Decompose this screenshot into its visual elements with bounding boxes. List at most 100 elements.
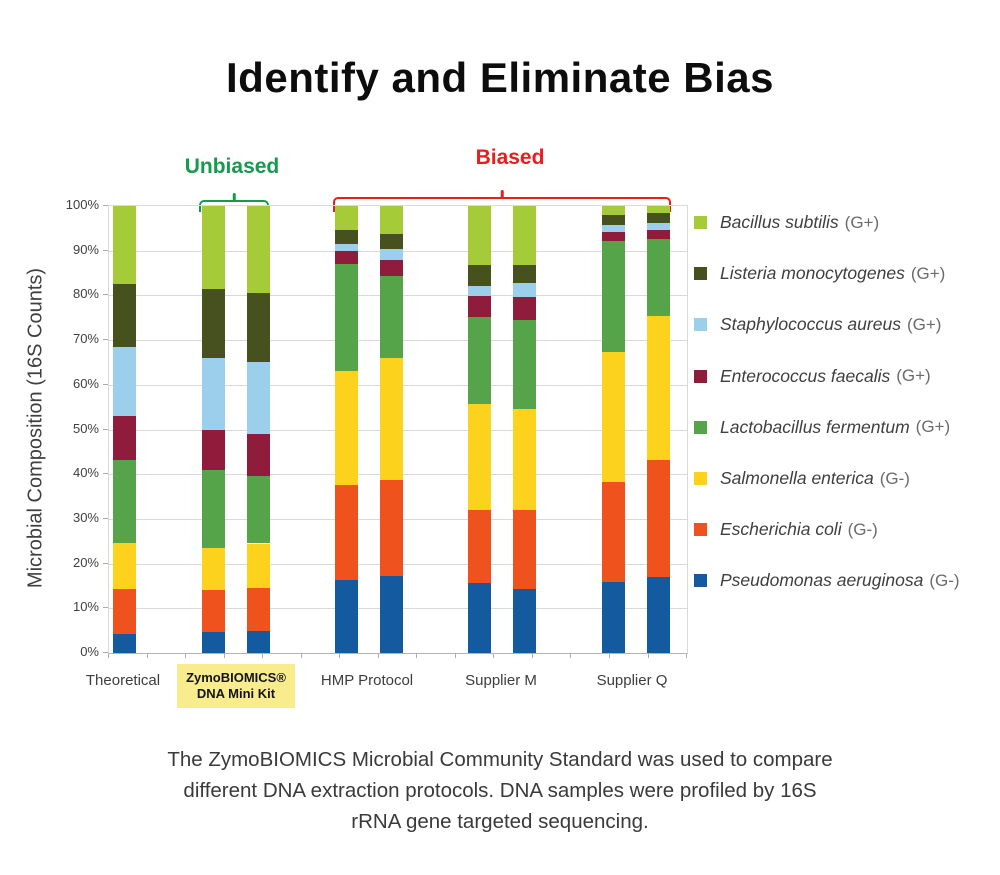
- x-tick-mark: [647, 654, 649, 658]
- y-tick-label: 90%: [72, 241, 99, 257]
- segment-pseudomonas-aeruginosa: [513, 588, 536, 653]
- bar-zymobiomics-2: [247, 206, 270, 653]
- x-tick-mark: [531, 654, 533, 658]
- legend-species-name: Escherichia coli: [720, 519, 842, 540]
- legend-swatch-enterococcus-faecalis: [694, 369, 707, 383]
- x-axis-label-line: HMP Protocol: [320, 672, 414, 689]
- segment-listeria-monocytogenes: [380, 233, 403, 250]
- segment-salmonella-enterica: [335, 371, 358, 485]
- bar-theoretical: [113, 206, 136, 653]
- legend-gram-label: (G+): [844, 212, 880, 232]
- segment-escherichia-coli: [647, 460, 670, 578]
- x-tick-mark: [300, 654, 302, 658]
- bar-supplier-q-2: [647, 206, 670, 653]
- biased-label: Biased: [475, 146, 545, 169]
- bar-zymobiomics-1: [202, 206, 225, 653]
- segment-lactobacillus-fermentum: [513, 320, 536, 410]
- legend-species-name: Listeria monocytogenes: [720, 263, 905, 284]
- segment-bacillus-subtilis: [602, 206, 625, 215]
- legend-gram-label: (G+): [910, 263, 946, 283]
- legend-swatch-listeria-monocytogenes: [694, 267, 707, 281]
- x-tick-mark: [377, 654, 379, 658]
- segment-pseudomonas-aeruginosa: [247, 630, 270, 653]
- y-tick-label: 20%: [72, 554, 99, 570]
- legend-species-name: Enterococcus faecalis: [720, 365, 891, 386]
- segment-enterococcus-faecalis: [202, 429, 225, 470]
- legend-swatch-escherichia-coli: [694, 523, 707, 537]
- plot-area: [108, 205, 688, 654]
- bar-supplier-m-1: [468, 206, 491, 653]
- segment-staphylococcus-aureus: [468, 286, 491, 297]
- segment-enterococcus-faecalis: [380, 259, 403, 276]
- x-axis-label-line: Supplier M: [465, 672, 537, 689]
- x-axis-label-zymobiomics: ZymoBIOMICS® DNA Mini Kit: [177, 664, 295, 708]
- y-tick-mark: [103, 517, 108, 519]
- x-axis-label-line: Theoretical: [85, 672, 161, 689]
- segment-enterococcus-faecalis: [247, 433, 270, 477]
- caption-line: rRNA gene targeted sequencing.: [351, 810, 649, 833]
- y-tick-mark: [103, 339, 108, 341]
- segment-lactobacillus-fermentum: [380, 275, 403, 359]
- segment-pseudomonas-aeruginosa: [380, 575, 403, 653]
- segment-enterococcus-faecalis: [335, 250, 358, 264]
- segment-escherichia-coli: [602, 482, 625, 582]
- segment-listeria-monocytogenes: [247, 293, 270, 363]
- legend-swatch-bacillus-subtilis: [694, 216, 707, 229]
- x-axis-label-supplier-m: Supplier M: [465, 672, 537, 689]
- segment-staphylococcus-aureus: [602, 225, 625, 232]
- caption-line: different DNA extraction protocols. DNA …: [183, 779, 817, 802]
- segment-escherichia-coli: [513, 509, 536, 589]
- x-tick-mark: [185, 654, 187, 658]
- legend-item-bacillus-subtilis: Bacillus subtilis (G+): [694, 212, 879, 233]
- segment-pseudomonas-aeruginosa: [468, 582, 491, 653]
- legend-species-name: Lactobacillus fermentum: [720, 416, 910, 437]
- y-tick-label: 10%: [72, 599, 99, 615]
- segment-staphylococcus-aureus: [247, 362, 270, 434]
- segment-listeria-monocytogenes: [513, 264, 536, 284]
- x-tick-mark: [108, 654, 109, 658]
- segment-bacillus-subtilis: [380, 206, 403, 234]
- legend-item-salmonella-enterica: Salmonella enterica (G-): [694, 468, 910, 489]
- segment-bacillus-subtilis: [335, 206, 358, 230]
- segment-lactobacillus-fermentum: [202, 469, 225, 548]
- y-tick-mark: [103, 562, 108, 564]
- segment-bacillus-subtilis: [247, 206, 270, 294]
- x-tick-mark: [454, 654, 456, 658]
- legend-gram-label: (G-): [879, 468, 910, 488]
- legend-species-name: Staphylococcus aureus: [720, 314, 901, 335]
- segment-bacillus-subtilis: [202, 206, 225, 289]
- segment-listeria-monocytogenes: [335, 229, 358, 244]
- unbiased-label: Unbiased: [184, 155, 280, 178]
- segment-enterococcus-faecalis: [513, 297, 536, 321]
- legend-swatch-pseudomonas-aeruginosa: [694, 574, 707, 588]
- segment-escherichia-coli: [247, 588, 270, 631]
- segment-salmonella-enterica: [380, 358, 403, 481]
- x-tick-mark: [416, 654, 418, 658]
- segment-salmonella-enterica: [247, 543, 270, 589]
- unbiased-bracket: [199, 200, 269, 212]
- segment-enterococcus-faecalis: [602, 231, 625, 241]
- y-tick-label: 50%: [72, 420, 99, 436]
- caption: The ZymoBIOMICS Microbial Community Stan…: [0, 744, 1000, 837]
- segment-pseudomonas-aeruginosa: [202, 632, 225, 653]
- segment-staphylococcus-aureus: [202, 357, 225, 430]
- x-tick-mark: [262, 654, 264, 658]
- legend-item-lactobacillus-fermentum: Lactobacillus fermentum (G+): [694, 417, 950, 438]
- segment-escherichia-coli: [113, 589, 136, 635]
- segment-lactobacillus-fermentum: [335, 263, 358, 372]
- legend-gram-label: (G-): [847, 519, 878, 539]
- segment-enterococcus-faecalis: [468, 296, 491, 317]
- y-tick-mark: [103, 607, 108, 609]
- segment-listeria-monocytogenes: [202, 288, 225, 358]
- bar-hmp-1: [335, 206, 358, 653]
- y-tick-mark: [103, 428, 108, 430]
- bar-supplier-m-2: [513, 206, 536, 653]
- bar-supplier-q-1: [602, 206, 625, 653]
- segment-salmonella-enterica: [113, 542, 136, 590]
- legend-item-pseudomonas-aeruginosa: Pseudomonas aeruginosa (G-): [694, 570, 960, 591]
- bar-hmp-2: [380, 206, 403, 653]
- segment-lactobacillus-fermentum: [247, 476, 270, 544]
- legend-item-staphylococcus-aureus: Staphylococcus aureus (G+): [694, 314, 941, 335]
- x-tick-mark: [146, 654, 148, 658]
